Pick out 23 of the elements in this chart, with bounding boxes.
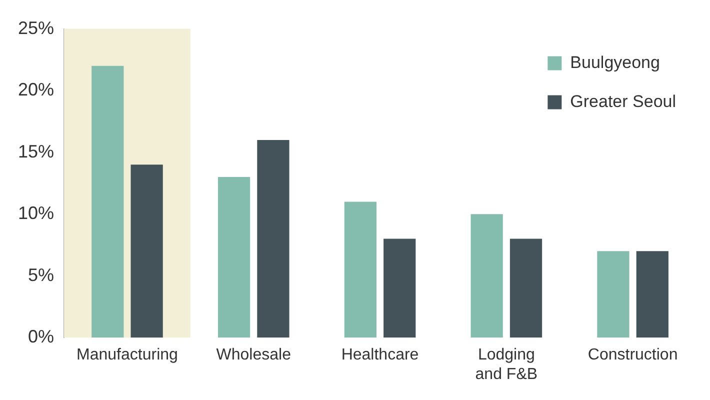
bar: [344, 202, 376, 338]
x-tick-label: Construction: [588, 346, 678, 364]
legend-label: Greater Seoul: [570, 92, 676, 111]
y-tick-label: 20%: [18, 80, 54, 100]
y-tick-label: 5%: [28, 264, 54, 285]
bar: [384, 238, 416, 338]
bar: [92, 66, 124, 338]
bar: [257, 140, 290, 338]
bar: [218, 177, 250, 338]
y-tick-label: 15%: [18, 141, 54, 162]
bar: [510, 238, 542, 338]
y-tick-label: 10%: [18, 203, 54, 224]
x-tick-label: Healthcare: [341, 346, 419, 364]
bar: [130, 164, 163, 338]
x-tick-label: Lodging and F&B: [475, 346, 538, 383]
bar: [597, 251, 630, 338]
y-tick-label: 0%: [28, 326, 54, 347]
y-tick-label: 25%: [18, 18, 54, 38]
legend-label: Buulgyeong: [570, 52, 660, 72]
bar: [636, 251, 668, 338]
x-tick-label: Wholesale: [216, 346, 292, 364]
x-tick-label: Manufacturing: [76, 346, 178, 364]
bar: [470, 214, 503, 338]
